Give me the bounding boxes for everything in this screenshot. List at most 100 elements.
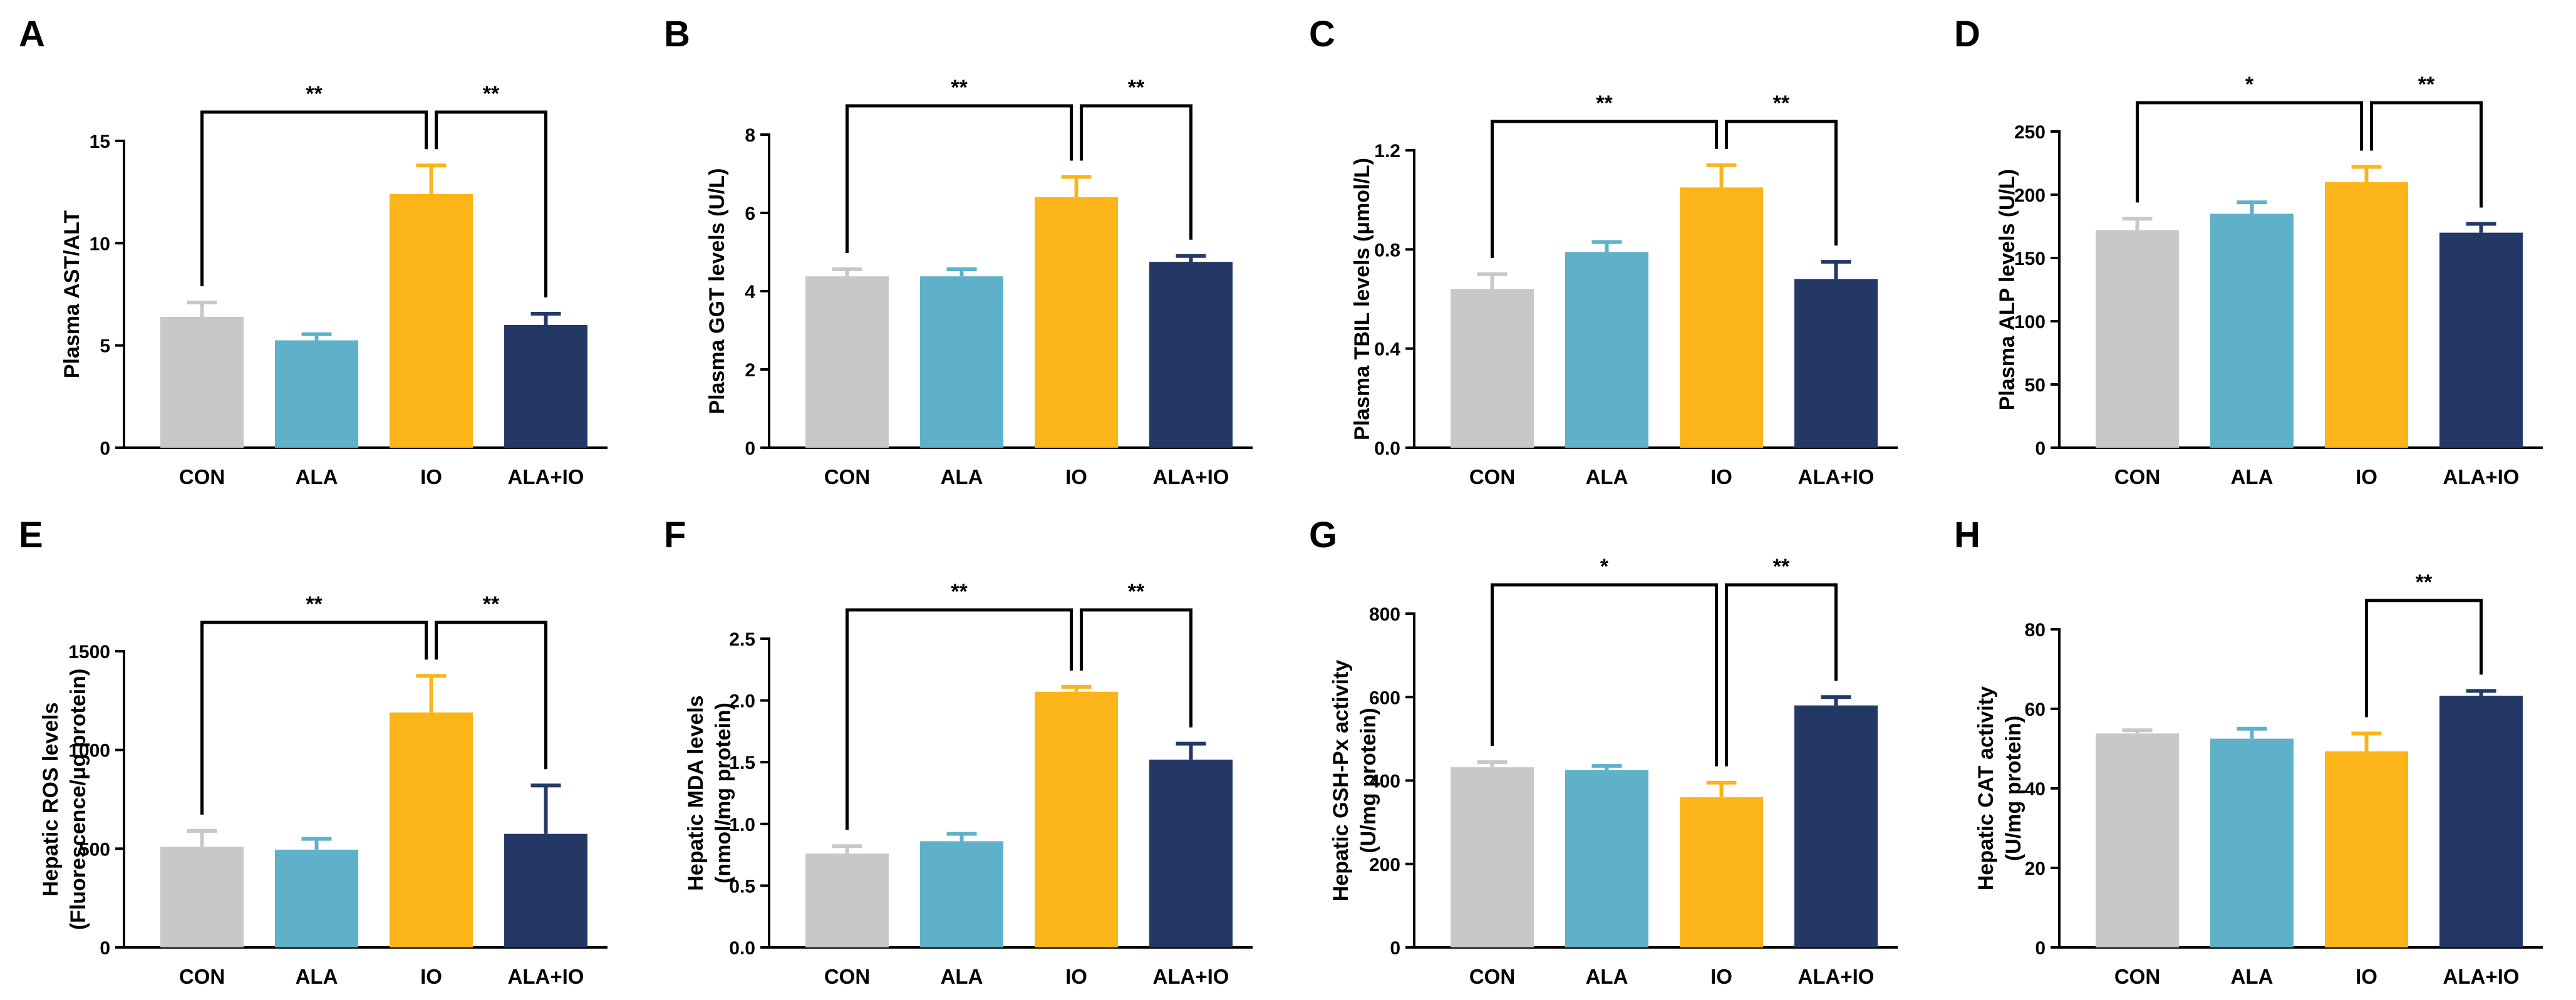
- significance-bracket: [2365, 599, 2483, 718]
- significance-bracket: [435, 110, 547, 298]
- x-category-label: ALA: [2231, 965, 2273, 988]
- x-category-label: CON: [1469, 465, 1515, 488]
- x-category-label: CON: [2114, 465, 2160, 488]
- bar-io: [1680, 797, 1763, 947]
- chart-panel-g: G Hepatic GSH-Px activity (U/mg protein) 0 2…: [1309, 515, 1898, 988]
- y-axis-label: Plasma TBIL levels (μmol/L): [1350, 158, 1374, 440]
- significance-label: *: [1600, 555, 1609, 579]
- chart-panel-d: D Plasma ALP levels (U/L) 0 50 100 150 200 250 C…: [1954, 14, 2543, 488]
- y-tick-label: 0: [2035, 438, 2046, 459]
- y-axis-label: (nmol/mg protein): [711, 703, 735, 884]
- x-category-label: ALA+IO: [1798, 465, 1875, 488]
- bar-ala-io: [504, 325, 587, 448]
- bar-con: [805, 276, 889, 448]
- bar-con: [2096, 230, 2179, 448]
- bar-ala: [920, 276, 1003, 448]
- y-axis-label: Hepatic CAT activity: [1974, 686, 1998, 890]
- y-tick-label: 400: [1369, 771, 1400, 792]
- x-category-label: ALA+IO: [508, 965, 584, 988]
- chart-panel-e: E Hepatic ROS levels (Fluorescence/μg prot…: [19, 515, 608, 988]
- bar-ala: [275, 340, 358, 448]
- y-tick-label: 60: [2025, 699, 2046, 720]
- bar-ala-io: [1794, 279, 1878, 448]
- significance-bracket: [200, 110, 428, 287]
- y-tick-label: 4: [745, 282, 755, 302]
- y-tick-label: 20: [2025, 858, 2046, 879]
- bar-ala: [2210, 738, 2294, 947]
- y-tick-label: 0: [1390, 938, 1400, 959]
- bar-io: [1680, 187, 1763, 448]
- y-tick-label: 1000: [68, 741, 110, 761]
- panel-letter: H: [1954, 515, 1980, 555]
- y-tick-label: 200: [1369, 855, 1400, 875]
- bar-io: [2325, 751, 2408, 947]
- panel-letter: E: [19, 515, 43, 555]
- x-category-label: ALA+IO: [1153, 965, 1229, 988]
- y-tick-label: 1500: [68, 642, 110, 662]
- y-axis-label: (U/mg protein): [2002, 716, 2025, 861]
- chart-panel-c: C Plasma TBIL levels (μmol/L)0.0 0.4 0.8 1.2…: [1309, 14, 1898, 488]
- panel-letter: B: [664, 14, 690, 54]
- bar-ala-io: [2439, 232, 2523, 448]
- significance-bracket: [1491, 583, 1718, 766]
- significance-bracket: [1725, 120, 1838, 246]
- y-tick-label: 800: [1369, 604, 1400, 625]
- bar-ala-io: [1149, 262, 1233, 448]
- x-category-label: IO: [1065, 965, 1087, 988]
- panel-letter: G: [1309, 515, 1337, 555]
- y-tick-label: 0.4: [1374, 339, 1400, 360]
- y-tick-label: 1.0: [729, 815, 755, 835]
- chart-panel-b: B Plasma GGT levels (U/L) 0 2 4 6 8 CON ALA IO ALA…: [664, 14, 1253, 488]
- significance-bracket: [1725, 583, 1838, 766]
- y-tick-label: 2.0: [729, 691, 755, 712]
- significance-bracket: [1080, 104, 1192, 240]
- significance-label: **: [306, 592, 323, 616]
- bar-con: [2096, 733, 2179, 947]
- bar-con: [160, 847, 244, 947]
- y-tick-label: 10: [90, 234, 110, 254]
- x-category-label: IO: [2356, 465, 2377, 488]
- bar-ala-io: [1794, 705, 1878, 947]
- bar-con: [1451, 767, 1534, 947]
- y-tick-label: 0.5: [729, 876, 755, 897]
- x-category-label: CON: [2114, 965, 2160, 988]
- x-category-label: CON: [824, 465, 870, 488]
- significance-label: **: [483, 82, 500, 106]
- bar-ala-io: [1149, 760, 1233, 947]
- y-tick-label: 40: [2025, 779, 2046, 800]
- x-category-label: ALA: [941, 965, 983, 988]
- y-tick-label: 600: [1369, 688, 1400, 708]
- y-axis-label: (Fluorescence/μg protein): [66, 669, 90, 930]
- bar-ala-io: [504, 833, 587, 947]
- chart-panel-h: H Hepatic CAT activity (U/mg protein) 0 20 40…: [1954, 515, 2543, 988]
- y-axis-label: Hepatic MDA levels: [684, 695, 708, 890]
- significance-bracket: [1491, 120, 1718, 258]
- significance-label: **: [1773, 91, 1790, 115]
- x-category-label: ALA: [1586, 965, 1628, 988]
- y-tick-label: 100: [2014, 312, 2046, 332]
- bar-con: [1451, 289, 1534, 448]
- x-category-label: ALA: [941, 465, 983, 488]
- y-tick-label: 0.0: [729, 938, 755, 959]
- significance-label: **: [951, 76, 968, 100]
- x-category-label: IO: [2356, 965, 2377, 988]
- x-category-label: IO: [420, 465, 442, 488]
- y-axis-label: Plasma ALP levels (U/L): [1995, 169, 2019, 411]
- x-category-label: CON: [179, 965, 225, 988]
- bar-io: [1035, 197, 1118, 448]
- y-tick-label: 2: [745, 360, 755, 381]
- significance-label: **: [951, 580, 968, 604]
- y-tick-label: 15: [90, 131, 110, 152]
- panel-letter: A: [19, 14, 45, 54]
- x-category-label: CON: [179, 465, 225, 488]
- bar-io: [2325, 182, 2408, 448]
- y-tick-label: 5: [100, 336, 110, 357]
- significance-label: **: [483, 592, 500, 616]
- y-axis-label: Hepatic ROS levels: [39, 703, 63, 897]
- significance-bracket: [2136, 101, 2363, 203]
- y-tick-label: 500: [79, 839, 110, 860]
- significance-label: **: [1128, 580, 1145, 604]
- significance-label: **: [1128, 76, 1145, 100]
- x-category-label: ALA: [1586, 465, 1628, 488]
